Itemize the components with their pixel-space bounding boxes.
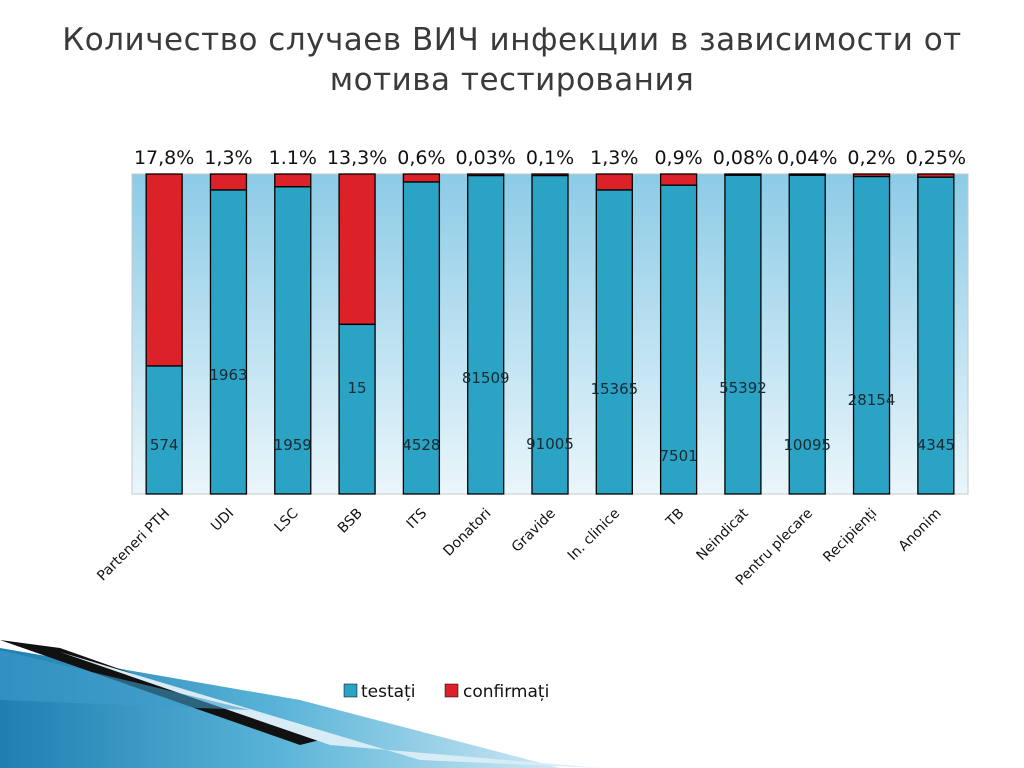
percent-label-recipien-i: 0,2% bbox=[847, 147, 895, 169]
value-label-recipien-i: 28154 bbox=[848, 391, 896, 409]
percent-label-gravide: 0,1% bbox=[526, 147, 574, 169]
value-label-donatori: 81509 bbox=[462, 369, 510, 387]
legend-label-confirmati: confirmați bbox=[463, 682, 549, 702]
bar-testati-recipien-i bbox=[852, 175, 891, 495]
category-label-recipien-i: Recipienți bbox=[820, 506, 880, 566]
percent-label-udi: 1,3% bbox=[204, 147, 252, 169]
legend-swatch-confirmati bbox=[444, 683, 459, 698]
percent-label-tb: 0,9% bbox=[654, 147, 702, 169]
value-label-anonim: 4345 bbox=[917, 436, 955, 454]
bar-confirmati-tb bbox=[659, 173, 698, 186]
category-label-gravide: Gravide bbox=[509, 506, 559, 556]
percent-label-in-clinice: 1,3% bbox=[590, 147, 638, 169]
percent-label-neindicat: 0,08% bbox=[713, 147, 773, 169]
value-label-udi: 1963 bbox=[209, 366, 247, 384]
value-label-in-clinice: 15365 bbox=[590, 380, 638, 398]
legend-label-testati: testați bbox=[361, 682, 415, 702]
value-label-pentru-plecare: 10095 bbox=[783, 436, 831, 454]
bar-confirmati-udi bbox=[209, 173, 248, 191]
category-label-bsb: BSB bbox=[335, 506, 366, 537]
category-label-anonim: Anonim bbox=[896, 506, 945, 555]
bar-confirmati-lsc bbox=[274, 173, 312, 188]
percent-label-parteneri-pth: 17,8% bbox=[134, 147, 194, 169]
bar-testati-neindicat bbox=[724, 174, 762, 495]
value-label-its: 4528 bbox=[402, 436, 440, 454]
percent-label-pentru-plecare: 0,04% bbox=[777, 147, 837, 169]
value-label-lsc: 1959 bbox=[274, 436, 312, 454]
bar-testati-gravide bbox=[531, 174, 569, 495]
bar-testati-tb bbox=[659, 184, 698, 495]
bar-confirmati-parteneri-pth bbox=[145, 173, 183, 367]
percent-label-anonim: 0,25% bbox=[906, 147, 966, 169]
bar-testati-anonim bbox=[917, 176, 955, 495]
bar-testati-its bbox=[402, 181, 441, 495]
bar-testati-in-clinice bbox=[595, 189, 633, 495]
percent-label-donatori: 0,03% bbox=[456, 147, 516, 169]
value-label-gravide: 91005 bbox=[526, 435, 574, 453]
value-label-parteneri-pth: 574 bbox=[150, 436, 179, 454]
bar-confirmati-bsb bbox=[338, 173, 376, 326]
legend-swatch-testati bbox=[343, 683, 358, 698]
percent-label-lsc: 1.1% bbox=[269, 147, 317, 169]
decorative-wave bbox=[0, 640, 600, 768]
bar-testati-parteneri-pth bbox=[145, 365, 183, 495]
bar-confirmati-in-clinice bbox=[595, 173, 633, 191]
bar-testati-bsb bbox=[338, 323, 376, 495]
category-label-lsc: LSC bbox=[272, 505, 302, 535]
bar-testati-lsc bbox=[274, 186, 312, 495]
category-label-udi: UDI bbox=[208, 506, 237, 535]
category-label-parteneri-pth: Parteneri PTH bbox=[94, 506, 173, 585]
category-label-tb: TB bbox=[663, 506, 688, 531]
category-label-donatori: Donatori bbox=[440, 506, 494, 560]
value-label-neindicat: 55392 bbox=[719, 379, 767, 397]
legend: testați confirmați bbox=[343, 682, 549, 702]
bar-testati-pentru-plecare bbox=[788, 174, 826, 495]
value-label-bsb: 15 bbox=[348, 379, 367, 397]
category-label-in-clinice: In. clinice bbox=[565, 506, 623, 564]
slide-title: Количество случаев ВИЧ инфекции в зависи… bbox=[62, 22, 962, 98]
percent-label-its: 0,6% bbox=[397, 147, 445, 169]
bar-testati-donatori bbox=[467, 174, 505, 495]
bar-confirmati-its bbox=[402, 173, 441, 183]
value-label-tb: 7501 bbox=[660, 447, 698, 465]
bar-testati-udi bbox=[209, 189, 248, 495]
percent-label-bsb: 13,3% bbox=[327, 147, 387, 169]
category-label-its: ITS bbox=[404, 505, 431, 532]
category-label-neindicat: Neindicat bbox=[693, 505, 752, 564]
